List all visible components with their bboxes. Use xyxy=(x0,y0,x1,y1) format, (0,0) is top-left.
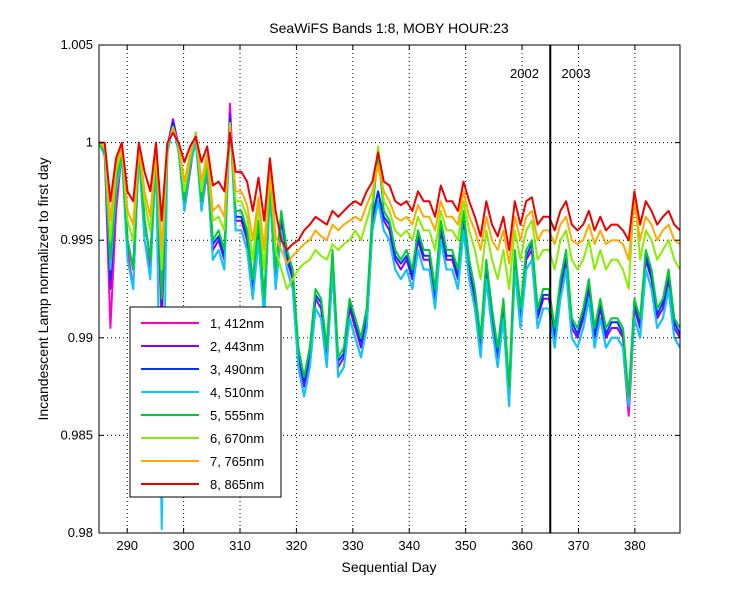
legend-label-2: 2, 443nm xyxy=(210,339,264,354)
series-line-6 xyxy=(98,122,681,290)
y-axis-ticks: 0.98 0.985 0.99 0.995 1 1.005 xyxy=(60,37,680,540)
x-axis-ticks: 290 300 310 320 330 340 350 360 370 380 xyxy=(116,45,646,553)
x-tick-label: 350 xyxy=(455,538,477,553)
y-tick-label: 0.985 xyxy=(60,427,93,442)
legend-box xyxy=(129,306,282,498)
y-tick-label: 1 xyxy=(86,135,93,150)
annotations: 2002 2003 xyxy=(510,66,590,81)
x-tick-label: 310 xyxy=(229,538,251,553)
x-tick-label: 320 xyxy=(286,538,308,553)
x-tick-label: 360 xyxy=(511,538,533,553)
x-tick-label: 290 xyxy=(116,538,138,553)
x-tick-label: 370 xyxy=(568,538,590,553)
x-tick-label: 380 xyxy=(624,538,646,553)
x-tick-label: 330 xyxy=(342,538,364,553)
legend-label-7: 7, 765nm xyxy=(210,454,264,469)
y-axis-title: Incandescent Lamp normalized to first da… xyxy=(35,157,51,420)
legend-label-6: 6, 670nm xyxy=(210,431,264,446)
legend-label-3: 3, 490nm xyxy=(210,362,264,377)
annotation-year-2003: 2003 xyxy=(562,66,591,81)
legend-label-4: 4, 510nm xyxy=(210,385,264,400)
y-tick-label: 0.995 xyxy=(60,232,93,247)
legend-label-5: 5, 555nm xyxy=(210,408,264,423)
series-line-8 xyxy=(99,131,681,251)
legend-label-1: 1, 412nm xyxy=(210,316,264,331)
x-tick-label: 300 xyxy=(173,538,195,553)
y-tick-label: 1.005 xyxy=(60,37,93,52)
y-tick-label: 0.99 xyxy=(68,330,93,345)
legend: 1, 412nm 2, 443nm 3, 490nm 4, 510nm 5, 555nm… xyxy=(129,306,282,498)
series-lines xyxy=(98,102,681,531)
annotation-year-2002: 2002 xyxy=(510,66,539,81)
plot-frame xyxy=(98,44,681,534)
legend-label-8: 8, 865nm xyxy=(210,477,264,492)
x-axis-title: Sequential Day xyxy=(342,559,437,575)
chart-title: SeaWiFS Bands 1:8, MOBY HOUR:23 xyxy=(269,20,509,36)
y-tick-label: 0.98 xyxy=(68,525,93,540)
x-tick-label: 340 xyxy=(398,538,420,553)
series-line-7 xyxy=(98,126,681,265)
